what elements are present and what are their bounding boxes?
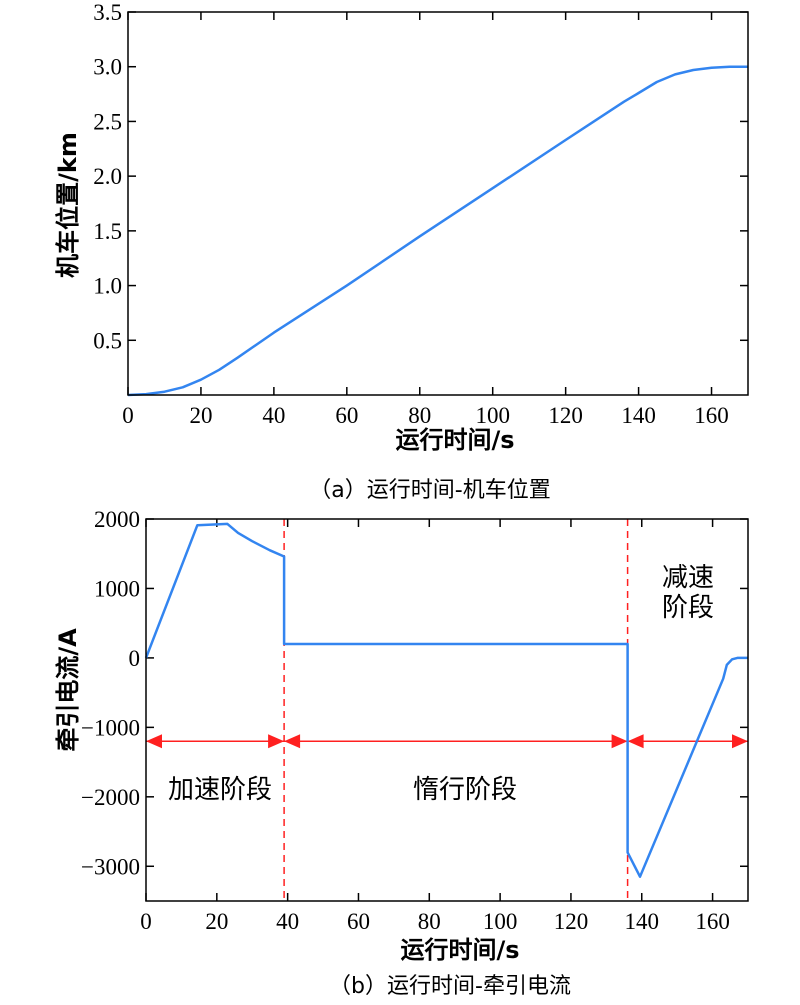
x-tick-label: 120	[548, 403, 583, 428]
plot-frame	[145, 518, 749, 902]
x-tick-label: 0	[140, 909, 152, 934]
y-tick-label: −2000	[81, 785, 140, 810]
ylabel-b: 牵引电流/A	[54, 628, 82, 752]
series-line-current	[144, 522, 748, 878]
x-tick-label: 100	[475, 403, 510, 428]
phase-arrow-head-left	[627, 734, 644, 749]
series-line-position	[127, 65, 748, 397]
chart-1: 0 20 40 60 80 100 120 140 160 −3000 −2000 −1000 0 100…	[81, 507, 749, 934]
y-tick-label: −1000	[81, 715, 140, 740]
x-tick-label: 40	[262, 403, 285, 428]
x-tick-label: 20	[205, 909, 228, 934]
x-tick-label: 160	[694, 403, 729, 428]
x-tick-label: 80	[408, 403, 431, 428]
phase-arrow-head-right	[611, 734, 628, 749]
y-tick-label: 3.0	[93, 55, 122, 80]
y-tick-label: 2000	[94, 507, 140, 532]
y-tick-label: 2.0	[93, 164, 122, 189]
xlabel-b: 运行时间/s	[400, 936, 519, 964]
y-tick-label: 2.5	[93, 109, 122, 134]
phase-arrow-head-left	[284, 734, 301, 749]
y-tick-label: 0.5	[93, 328, 122, 353]
y-tick-label: 0	[129, 646, 141, 671]
x-tick-label: 160	[695, 909, 730, 934]
x-tick-label: 140	[625, 909, 660, 934]
caption-b: （b）运行时间-牵引电流	[329, 974, 571, 999]
x-tick-label: 80	[418, 909, 441, 934]
x-tick-label: 120	[554, 909, 589, 934]
y-tick-label: 1000	[94, 576, 140, 601]
y-tick-label: 3.5	[93, 0, 122, 25]
plot-frame	[127, 11, 749, 396]
phase-label-decel-2: 阶段	[662, 593, 714, 623]
x-tick-label: 40	[276, 909, 299, 934]
x-tick-label: 100	[483, 909, 518, 934]
phase-arrow-head-right	[268, 734, 285, 749]
x-tick-label: 60	[347, 909, 370, 934]
phase-label-decel-1: 减速	[662, 563, 714, 593]
caption-a: （a）运行时间-机车位置	[309, 478, 550, 503]
x-tick-label: 0	[122, 403, 134, 428]
phase-label-coast: 惰行阶段	[413, 775, 517, 805]
xlabel-a: 运行时间/s	[395, 426, 514, 454]
y-tick-label: −3000	[81, 854, 140, 879]
phase-label-accel: 加速阶段	[168, 775, 272, 805]
chart-0: 0 20 40 60 80 100 120 140 160 0.5 1.0 1.5 2.0 2.5 3.0 3…	[93, 0, 749, 428]
phase-arrow-head-right	[732, 734, 748, 749]
y-tick-label: 1.0	[93, 274, 122, 299]
x-tick-label: 60	[335, 403, 358, 428]
x-tick-label: 20	[189, 403, 212, 428]
phase-arrow-head-left	[146, 734, 162, 749]
ylabel-a: 机车位置/km	[54, 132, 82, 278]
y-tick-label: 1.5	[93, 219, 122, 244]
x-tick-label: 140	[621, 403, 656, 428]
